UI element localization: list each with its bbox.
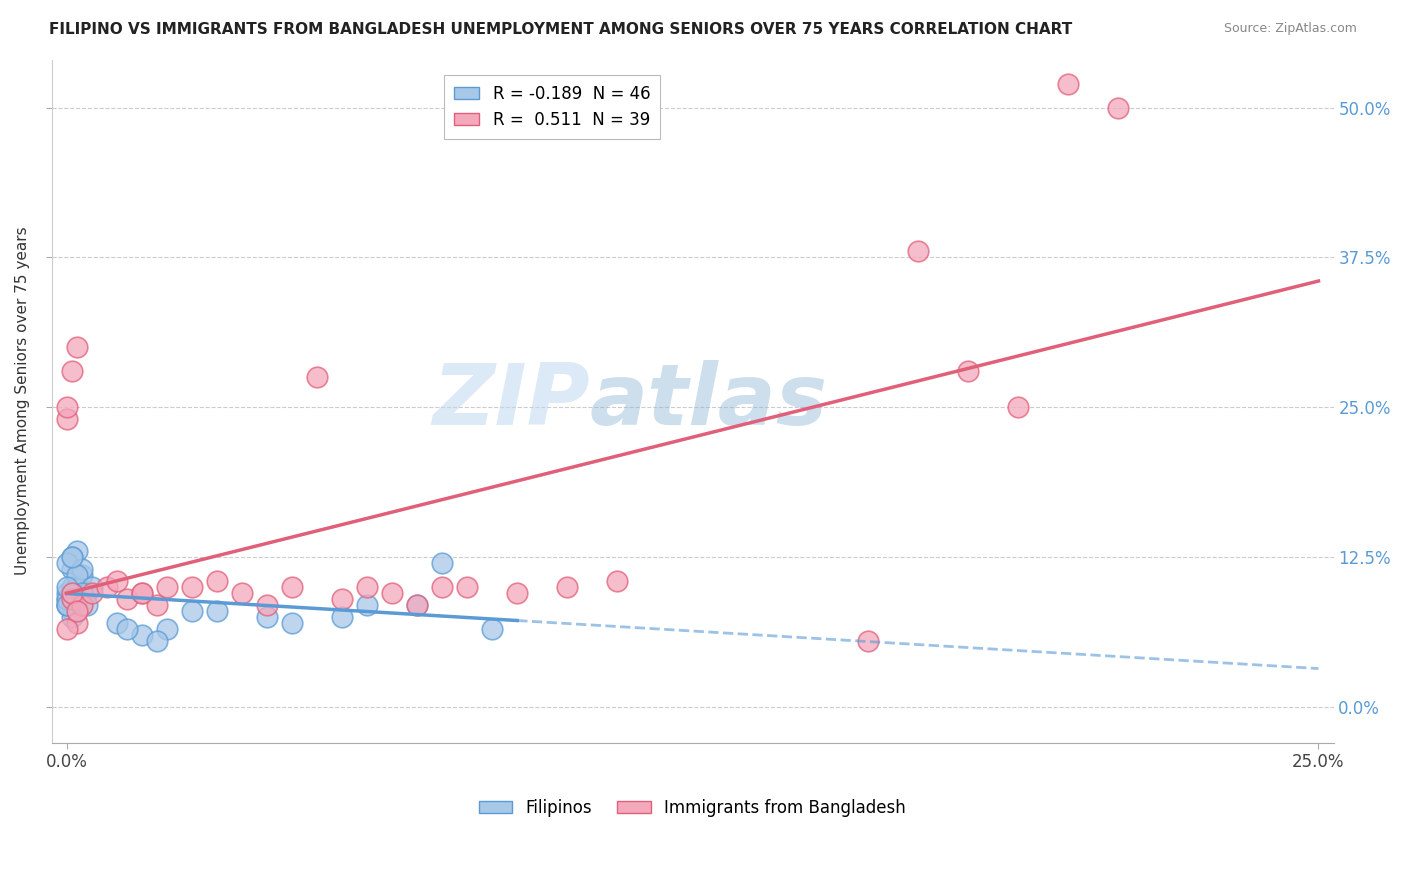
Point — [305, 370, 328, 384]
Point — [281, 580, 304, 594]
Point — [205, 574, 228, 588]
Point — [606, 574, 628, 588]
Point — [65, 580, 87, 594]
Point — [131, 586, 153, 600]
Point — [65, 604, 87, 618]
Point — [76, 598, 98, 612]
Point — [70, 586, 93, 600]
Y-axis label: Unemployment Among Seniors over 75 years: Unemployment Among Seniors over 75 years — [15, 227, 30, 575]
Text: FILIPINO VS IMMIGRANTS FROM BANGLADESH UNEMPLOYMENT AMONG SENIORS OVER 75 YEARS : FILIPINO VS IMMIGRANTS FROM BANGLADESH U… — [49, 22, 1073, 37]
Point — [1007, 400, 1029, 414]
Point — [55, 591, 77, 606]
Point — [65, 580, 87, 594]
Point — [70, 598, 93, 612]
Point — [55, 598, 77, 612]
Point — [356, 598, 378, 612]
Text: atlas: atlas — [591, 359, 828, 442]
Point — [330, 591, 353, 606]
Text: Source: ZipAtlas.com: Source: ZipAtlas.com — [1223, 22, 1357, 36]
Point — [65, 544, 87, 558]
Point — [60, 549, 83, 564]
Point — [55, 598, 77, 612]
Point — [80, 586, 103, 600]
Point — [60, 549, 83, 564]
Point — [156, 622, 179, 636]
Point — [60, 586, 83, 600]
Point — [330, 609, 353, 624]
Text: ZIP: ZIP — [432, 359, 591, 442]
Point — [481, 622, 503, 636]
Point — [131, 628, 153, 642]
Point — [65, 591, 87, 606]
Point — [55, 598, 77, 612]
Point — [406, 598, 429, 612]
Point — [70, 562, 93, 576]
Point — [381, 586, 404, 600]
Point — [956, 364, 979, 378]
Point — [1107, 101, 1129, 115]
Point — [60, 364, 83, 378]
Point — [456, 580, 478, 594]
Point — [430, 580, 453, 594]
Point — [65, 580, 87, 594]
Point — [55, 591, 77, 606]
Point — [856, 633, 879, 648]
Point — [281, 615, 304, 630]
Point — [60, 580, 83, 594]
Point — [60, 591, 83, 606]
Point — [115, 591, 138, 606]
Point — [60, 609, 83, 624]
Point — [256, 609, 278, 624]
Point — [70, 586, 93, 600]
Point — [115, 622, 138, 636]
Point — [55, 400, 77, 414]
Point — [60, 604, 83, 618]
Point — [60, 562, 83, 576]
Point — [231, 586, 253, 600]
Point — [506, 586, 529, 600]
Point — [55, 622, 77, 636]
Point — [105, 615, 128, 630]
Point — [55, 556, 77, 570]
Point — [156, 580, 179, 594]
Point — [557, 580, 579, 594]
Point — [70, 567, 93, 582]
Point — [60, 591, 83, 606]
Point — [96, 580, 118, 594]
Point — [70, 598, 93, 612]
Point — [55, 586, 77, 600]
Point — [55, 580, 77, 594]
Point — [145, 598, 167, 612]
Point — [65, 615, 87, 630]
Point — [1057, 77, 1080, 91]
Point — [180, 580, 202, 594]
Point — [430, 556, 453, 570]
Point — [65, 567, 87, 582]
Point — [406, 598, 429, 612]
Point — [70, 586, 93, 600]
Point — [256, 598, 278, 612]
Point — [60, 586, 83, 600]
Point — [76, 586, 98, 600]
Point — [180, 604, 202, 618]
Point — [131, 586, 153, 600]
Point — [80, 580, 103, 594]
Point — [145, 633, 167, 648]
Point — [105, 574, 128, 588]
Point — [65, 340, 87, 354]
Point — [907, 244, 929, 259]
Legend: Filipinos, Immigrants from Bangladesh: Filipinos, Immigrants from Bangladesh — [472, 792, 912, 823]
Point — [205, 604, 228, 618]
Point — [65, 604, 87, 618]
Point — [55, 412, 77, 426]
Point — [356, 580, 378, 594]
